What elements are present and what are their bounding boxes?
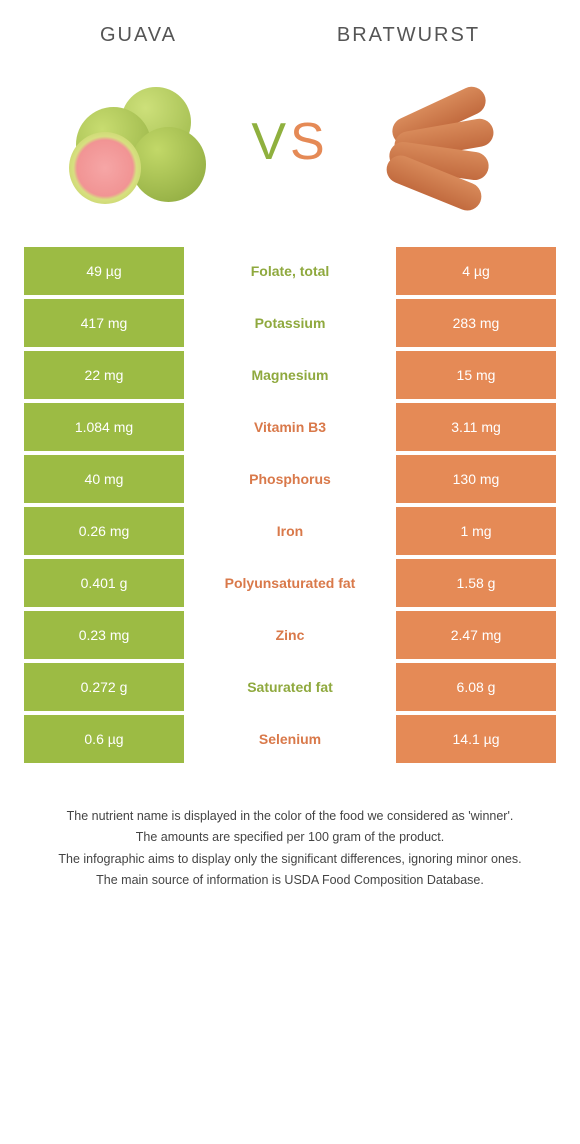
right-value: 4 µg bbox=[396, 247, 556, 295]
table-row: 0.26 mgIron1 mg bbox=[24, 507, 556, 555]
left-value: 40 mg bbox=[24, 455, 184, 503]
left-value: 0.401 g bbox=[24, 559, 184, 607]
nutrient-label: Phosphorus bbox=[184, 455, 396, 503]
table-row: 417 mgPotassium283 mg bbox=[24, 299, 556, 347]
nutrient-label: Zinc bbox=[184, 611, 396, 659]
table-row: 22 mgMagnesium15 mg bbox=[24, 351, 556, 399]
nutrient-label: Folate, total bbox=[184, 247, 396, 295]
right-value: 1 mg bbox=[396, 507, 556, 555]
table-row: 1.084 mgVitamin B33.11 mg bbox=[24, 403, 556, 451]
footnote-line: The amounts are specified per 100 gram o… bbox=[50, 828, 530, 847]
nutrition-table: 49 µgFolate, total4 µg417 mgPotassium283… bbox=[24, 247, 556, 763]
left-food-title: Guava bbox=[100, 24, 177, 47]
left-value: 0.6 µg bbox=[24, 715, 184, 763]
right-value: 6.08 g bbox=[396, 663, 556, 711]
left-value: 22 mg bbox=[24, 351, 184, 399]
right-value: 3.11 mg bbox=[396, 403, 556, 451]
images-row: VS bbox=[0, 57, 580, 237]
right-value: 2.47 mg bbox=[396, 611, 556, 659]
bratwurst-image bbox=[359, 77, 519, 207]
right-value: 15 mg bbox=[396, 351, 556, 399]
left-value: 1.084 mg bbox=[24, 403, 184, 451]
table-row: 0.401 gPolyunsaturated fat1.58 g bbox=[24, 559, 556, 607]
header: Guava Bratwurst bbox=[0, 0, 580, 57]
right-value: 130 mg bbox=[396, 455, 556, 503]
nutrient-label: Polyunsaturated fat bbox=[184, 559, 396, 607]
nutrient-label: Iron bbox=[184, 507, 396, 555]
table-row: 0.272 gSaturated fat6.08 g bbox=[24, 663, 556, 711]
nutrient-label: Potassium bbox=[184, 299, 396, 347]
vs-label: VS bbox=[251, 112, 328, 172]
vs-s: S bbox=[290, 113, 329, 171]
right-value: 14.1 µg bbox=[396, 715, 556, 763]
left-value: 0.23 mg bbox=[24, 611, 184, 659]
table-row: 0.6 µgSelenium14.1 µg bbox=[24, 715, 556, 763]
vs-v: V bbox=[251, 113, 290, 171]
nutrient-label: Vitamin B3 bbox=[184, 403, 396, 451]
nutrient-label: Saturated fat bbox=[184, 663, 396, 711]
right-value: 283 mg bbox=[396, 299, 556, 347]
nutrient-label: Selenium bbox=[184, 715, 396, 763]
footnote-line: The nutrient name is displayed in the co… bbox=[50, 807, 530, 826]
footnote-line: The infographic aims to display only the… bbox=[50, 850, 530, 869]
nutrient-label: Magnesium bbox=[184, 351, 396, 399]
right-food-title: Bratwurst bbox=[337, 24, 480, 47]
table-row: 0.23 mgZinc2.47 mg bbox=[24, 611, 556, 659]
footnotes: The nutrient name is displayed in the co… bbox=[0, 767, 580, 891]
footnote-line: The main source of information is USDA F… bbox=[50, 871, 530, 890]
left-value: 0.272 g bbox=[24, 663, 184, 711]
guava-image bbox=[61, 77, 221, 207]
left-value: 0.26 mg bbox=[24, 507, 184, 555]
left-value: 417 mg bbox=[24, 299, 184, 347]
table-row: 49 µgFolate, total4 µg bbox=[24, 247, 556, 295]
right-value: 1.58 g bbox=[396, 559, 556, 607]
left-value: 49 µg bbox=[24, 247, 184, 295]
table-row: 40 mgPhosphorus130 mg bbox=[24, 455, 556, 503]
